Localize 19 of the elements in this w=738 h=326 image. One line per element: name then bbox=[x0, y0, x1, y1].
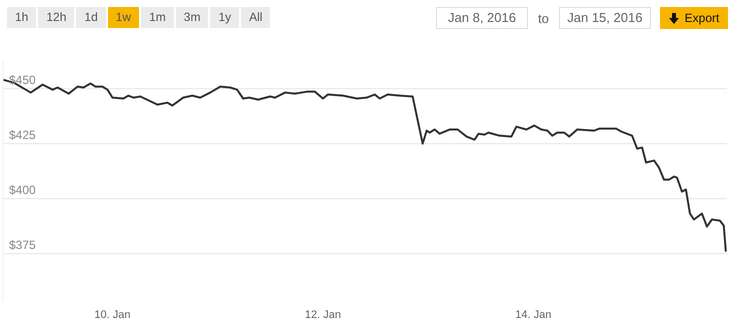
text: 12h bbox=[38, 7, 74, 28]
text: Export bbox=[660, 7, 728, 29]
y-tick-label: $400 bbox=[9, 182, 36, 197]
y-tick-label: $450 bbox=[9, 72, 36, 87]
text: 1d bbox=[76, 7, 106, 28]
y-tick-label: $375 bbox=[9, 238, 36, 252]
x-tick-label: 14. Jan bbox=[515, 308, 552, 321]
y-tick-label: $425 bbox=[9, 128, 36, 142]
text: 1y bbox=[210, 7, 240, 28]
text: Jan 8, 2016 bbox=[436, 7, 528, 29]
text: Jan 15, 2016 bbox=[558, 7, 651, 29]
text: to bbox=[538, 10, 549, 26]
text: 1m bbox=[141, 7, 174, 28]
x-tick-label: 12. Jan bbox=[304, 308, 341, 321]
text: All bbox=[241, 7, 270, 28]
text: 1w bbox=[108, 7, 140, 28]
text: 1h bbox=[7, 7, 36, 28]
text: 3m bbox=[176, 7, 208, 28]
x-tick-label: 10. Jan bbox=[94, 308, 131, 321]
